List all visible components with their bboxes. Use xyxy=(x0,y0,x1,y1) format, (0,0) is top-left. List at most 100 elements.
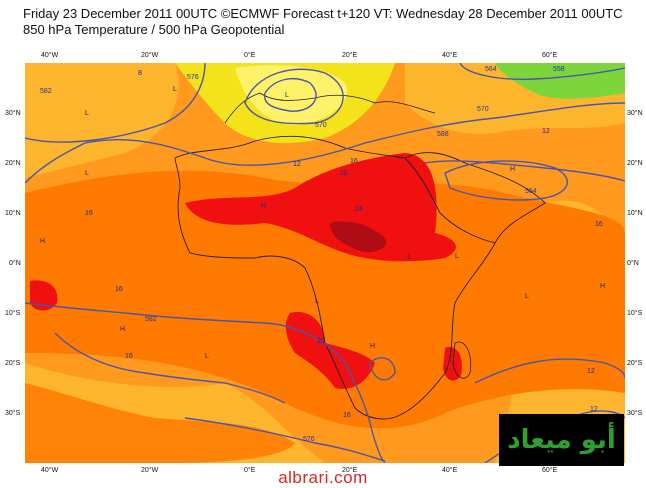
contour-line xyxy=(244,68,344,125)
contour-label: 570 xyxy=(315,122,327,129)
pressure-marks: L H H L L H H L L L H H L L L xyxy=(40,86,605,360)
contour-line xyxy=(424,160,625,182)
temp-field-warm xyxy=(25,383,295,463)
temp-field-hot xyxy=(30,280,58,311)
temp-field-hot xyxy=(443,346,462,381)
lon-label-top: 20°W xyxy=(141,52,159,59)
temperature-labels: 8 12 16 20 24 16 12 16 16 20 16 12 16 12 xyxy=(85,70,603,419)
low-mark: L xyxy=(315,298,319,305)
contour-label: 558 xyxy=(553,66,565,73)
temperature-label: 24 xyxy=(355,206,363,213)
contour-line xyxy=(459,63,625,81)
lat-label-right: 20°N xyxy=(627,160,643,167)
temp-field-warm xyxy=(25,170,625,429)
geopotential-contours xyxy=(25,63,625,463)
contour-line xyxy=(369,357,396,381)
contour-line xyxy=(263,77,317,112)
contour-label: 564 xyxy=(485,66,497,73)
low-mark: L xyxy=(285,92,289,99)
low-mark: L xyxy=(525,293,529,300)
contour-label: 570 xyxy=(477,106,489,113)
lon-label-bottom: 0°E xyxy=(244,467,256,474)
temperature-label: 12 xyxy=(587,368,595,375)
high-mark: H xyxy=(510,166,515,173)
contour-labels: 582 576 570 564 558 588 582 576 570 564 xyxy=(40,66,565,443)
high-mark: H xyxy=(600,283,605,290)
low-mark: L xyxy=(408,254,412,261)
lon-label-top: 40°W xyxy=(41,52,59,59)
contour-label: 582 xyxy=(40,88,52,95)
lat-label-right: 0°N xyxy=(627,260,639,267)
chart-title: Friday 23 December 2011 00UTC ©ECMWF For… xyxy=(23,6,623,21)
temp-field-very-hot xyxy=(330,221,386,253)
low-mark: L xyxy=(85,170,89,177)
low-mark: L xyxy=(173,86,177,93)
temperature-label: 20 xyxy=(317,338,325,345)
lon-label-top: 40°E xyxy=(442,52,458,59)
contour-label: 576 xyxy=(187,74,199,81)
temp-field-green xyxy=(495,63,625,99)
temperature-label: 12 xyxy=(590,406,598,413)
temp-field-hot xyxy=(285,312,375,389)
lat-label-left: 20°S xyxy=(5,360,21,367)
lat-label-left: 0°N xyxy=(9,260,21,267)
lon-label-bottom: 40°W xyxy=(41,467,59,474)
lat-label-left: 30°N xyxy=(5,110,21,117)
temp-field-cool xyxy=(25,63,179,178)
high-mark: H xyxy=(370,343,375,350)
lon-label-bottom: 40°E xyxy=(442,467,458,474)
contour-line xyxy=(25,102,625,184)
temperature-label: 16 xyxy=(85,210,93,217)
lat-label-right: 30°S xyxy=(627,410,643,417)
coastline-arabia xyxy=(404,152,546,244)
lat-label-left: 10°N xyxy=(5,210,21,217)
low-mark: L xyxy=(455,253,459,260)
temperature-label: 8 xyxy=(138,70,142,77)
watermark-logo: أبو ميعاد xyxy=(499,414,624,466)
temperature-label: 16 xyxy=(125,353,133,360)
temperature-label: 16 xyxy=(350,158,358,165)
chart-subtitle: 850 hPa Temperature / 500 hPa Geopotenti… xyxy=(23,22,285,37)
lon-label-bottom: 20°E xyxy=(342,467,358,474)
contour-line xyxy=(54,332,286,404)
high-mark: H xyxy=(120,326,125,333)
lat-label-left: 10°S xyxy=(5,310,21,317)
lat-label-left: 30°S xyxy=(5,410,21,417)
low-mark: L xyxy=(85,110,89,117)
lon-label-top: 0°E xyxy=(244,52,256,59)
temperature-label: 16 xyxy=(343,412,351,419)
lon-label-top: 60°E xyxy=(542,52,558,59)
temperature-label: 12 xyxy=(542,128,550,135)
contour-line xyxy=(184,417,386,462)
coastline-europe xyxy=(224,92,436,124)
contour-label: 576 xyxy=(303,436,315,443)
lat-label-right: 30°N xyxy=(627,110,643,117)
site-url[interactable]: albrari.com xyxy=(278,468,368,487)
lat-label-left: 20°N xyxy=(5,160,21,167)
watermark-text: أبو ميعاد xyxy=(507,425,616,455)
temperature-label: 12 xyxy=(293,161,301,168)
temperature-label: 16 xyxy=(115,286,123,293)
temperature-label: 16 xyxy=(595,221,603,228)
contour-line xyxy=(25,302,386,463)
lat-label-right: 20°S xyxy=(627,360,643,367)
contour-label: 588 xyxy=(437,131,449,138)
lat-label-right: 10°N xyxy=(627,210,643,217)
contour-label: 564 xyxy=(525,188,537,195)
lon-label-bottom: 20°W xyxy=(141,467,159,474)
high-mark: H xyxy=(40,238,45,245)
high-mark: H xyxy=(261,203,266,210)
contour-line xyxy=(25,63,206,143)
lon-label-top: 20°E xyxy=(342,52,358,59)
contour-line xyxy=(474,358,625,384)
lat-label-right: 10°S xyxy=(627,310,643,317)
contour-line xyxy=(444,160,568,201)
temp-field-hot xyxy=(185,153,456,262)
low-mark: L xyxy=(205,353,209,360)
weather-map: 582 576 570 564 558 588 582 576 570 564 … xyxy=(25,63,625,463)
contour-label: 582 xyxy=(145,316,157,323)
coastline-africa xyxy=(174,135,496,420)
lon-label-bottom: 60°E xyxy=(542,467,558,474)
temperature-label: 20 xyxy=(340,170,348,177)
coastline-madagascar xyxy=(452,341,472,379)
